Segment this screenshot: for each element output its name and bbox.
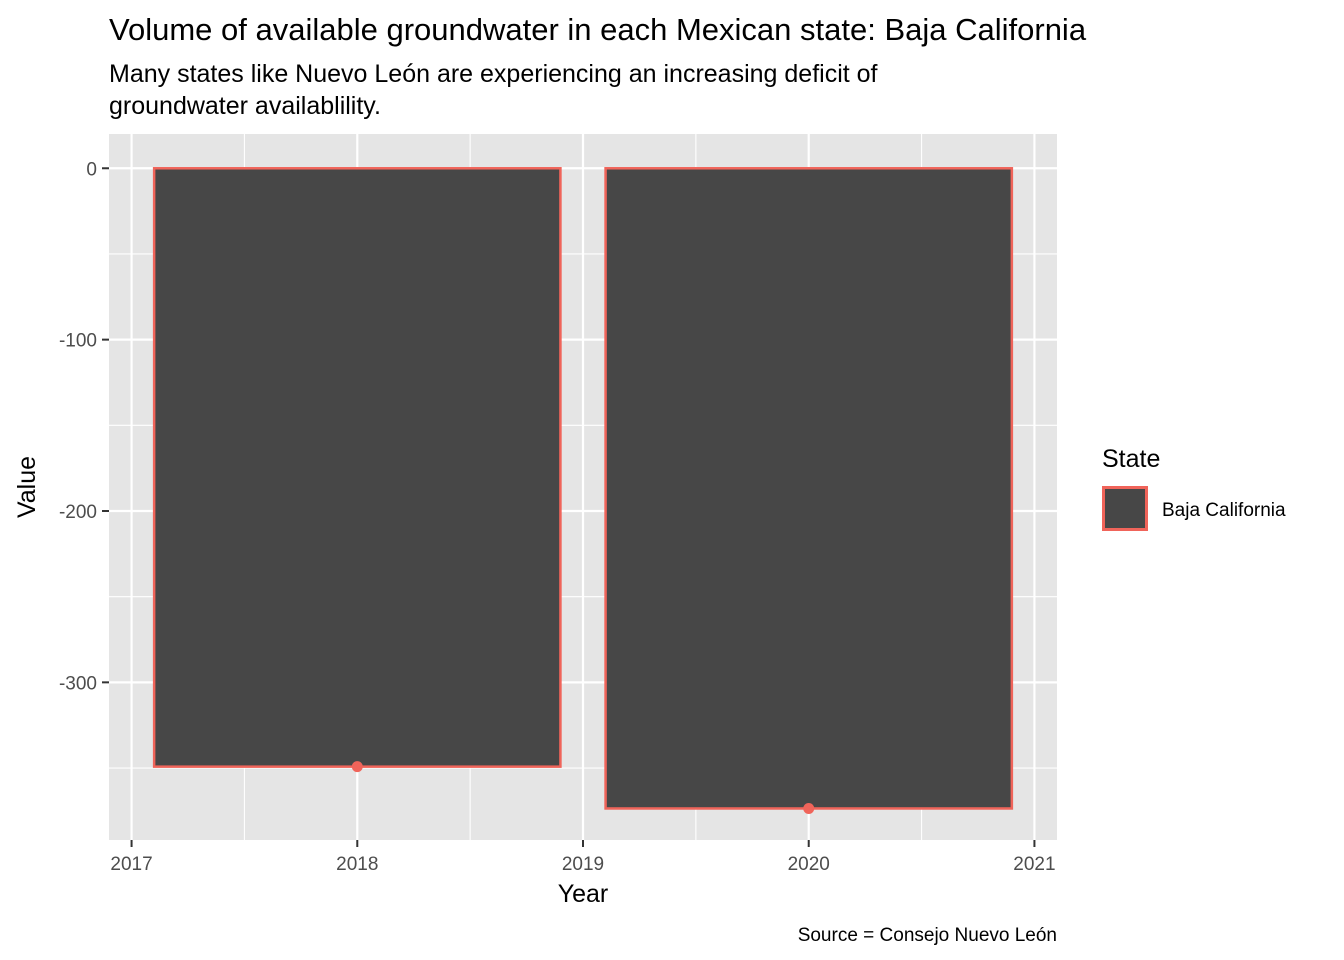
y-axis: 0 -100 -200 -300: [59, 159, 109, 694]
y-tick-label: -100: [59, 331, 97, 352]
y-tick-label: 0: [86, 159, 97, 180]
legend-label-baja-california: Baja California: [1162, 500, 1286, 521]
chart-subtitle-line-1: Many states like Nuevo León are experien…: [109, 60, 878, 88]
x-tick-label: 2019: [562, 854, 604, 875]
chart-title: Volume of available groundwater in each …: [109, 12, 1087, 47]
points-layer: [351, 761, 815, 814]
point-2018: [351, 761, 363, 773]
y-axis-title: Value: [13, 456, 41, 518]
legend-key-baja-california: [1102, 486, 1148, 531]
y-tick-label: -200: [59, 502, 97, 523]
bar-2020: [604, 167, 1014, 810]
chart-caption: Source = Consejo Nuevo León: [798, 925, 1057, 946]
x-tick-label: 2020: [788, 854, 830, 875]
point-2020: [803, 802, 815, 814]
x-tick-label: 2018: [336, 854, 378, 875]
x-axis-title: Year: [558, 880, 609, 908]
x-tick-label: 2021: [1013, 854, 1055, 875]
y-tick-label: -300: [59, 673, 97, 694]
bar-2018: [152, 167, 562, 768]
bars-layer: [152, 167, 1014, 810]
x-axis: 2017 2018 2019 2020 2021: [110, 840, 1056, 875]
legend: State Baja California: [1102, 445, 1286, 531]
x-tick-label: 2017: [110, 854, 152, 875]
legend-title: State: [1102, 445, 1160, 473]
chart-subtitle-line-2: groundwater availablility.: [109, 92, 381, 120]
